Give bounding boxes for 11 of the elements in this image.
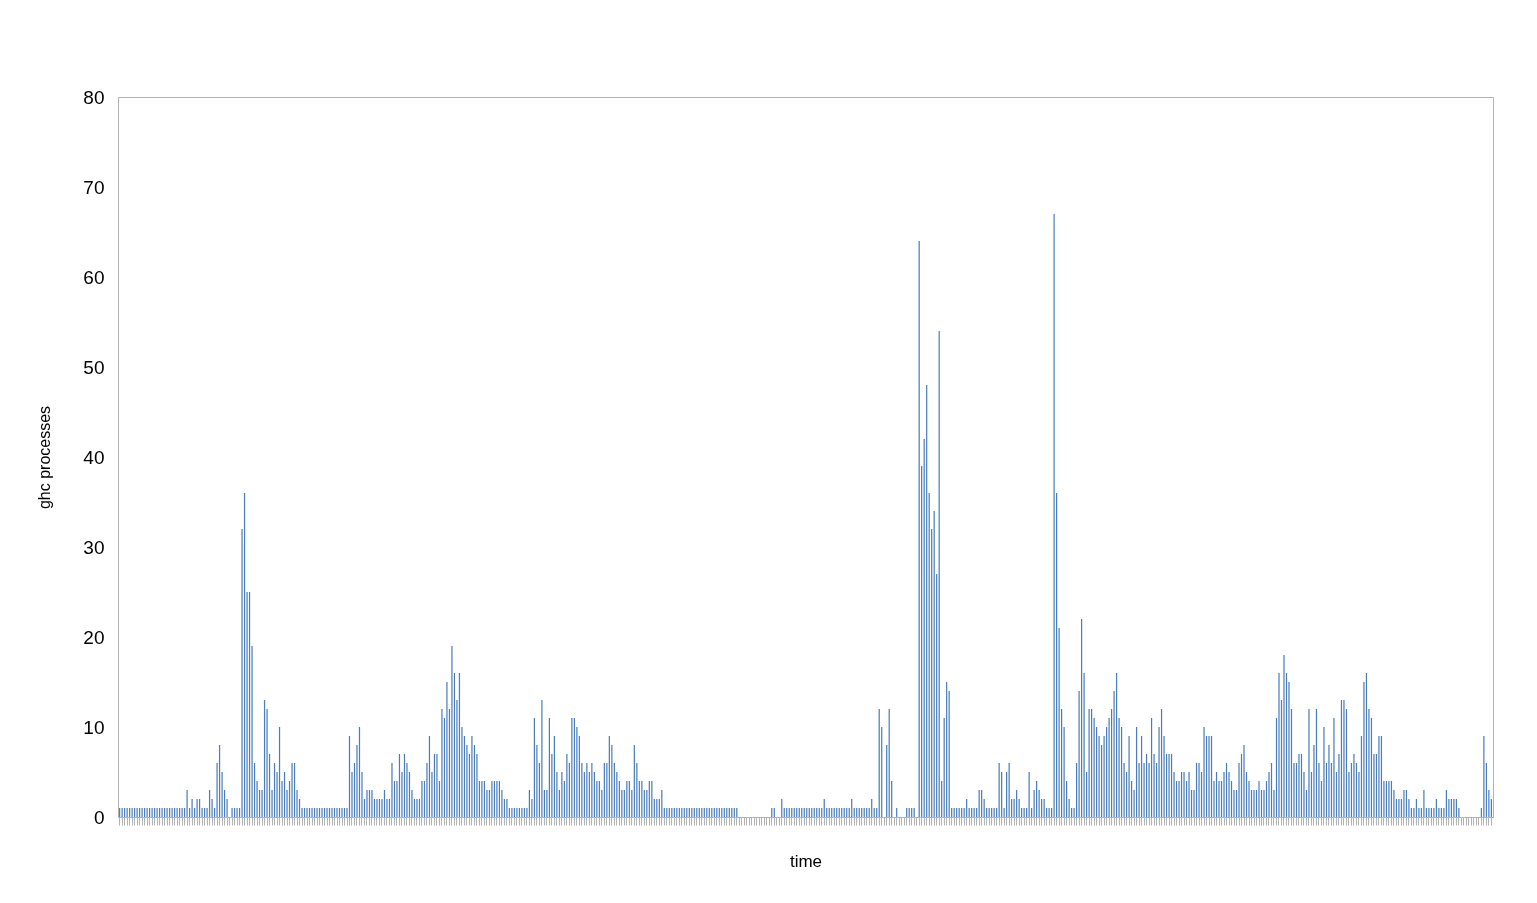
y-tick-label: 40	[83, 446, 105, 468]
y-tick-label: 50	[83, 356, 105, 378]
y-tick-label: 80	[83, 86, 105, 108]
y-tick-label: 10	[83, 716, 105, 738]
y-tick-label: 0	[93, 806, 105, 828]
y-tick-label: 30	[83, 536, 105, 558]
y-tick-label: 20	[83, 626, 105, 648]
y-axis-title: ghc processes	[36, 405, 54, 510]
x-axis-title: time	[789, 852, 823, 871]
y-tick-label: 70	[83, 176, 105, 198]
y-tick-label: 60	[83, 266, 105, 288]
